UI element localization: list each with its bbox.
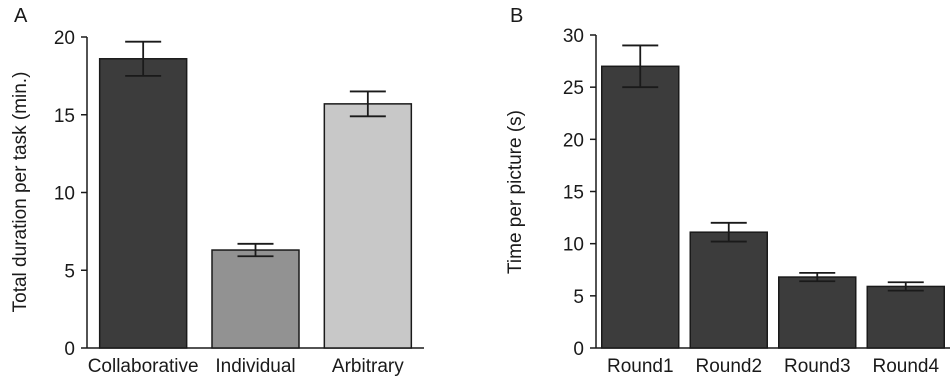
x-tick-label: Round2 <box>695 356 762 377</box>
y-tick-label: 30 <box>563 26 584 47</box>
panel-b: B Time per picture (s) 0 5 10 15 20 25 30 Round1 R… <box>505 5 950 377</box>
x-tick-label: Round3 <box>784 356 851 377</box>
x-tick-label: Collaborative <box>88 356 199 377</box>
y-axis-label: Total duration per task (min.) <box>10 72 31 313</box>
bar <box>211 249 300 349</box>
panel-a: A Total duration per task (min.) 0 5 10 15 20 C… <box>10 5 424 377</box>
y-tick-label: 25 <box>563 78 584 99</box>
panel-label: B <box>510 5 523 27</box>
y-tick-label: 5 <box>573 287 584 308</box>
panel-label: A <box>14 5 28 27</box>
y-tick-label: 15 <box>54 106 75 127</box>
y-tick-label: 0 <box>64 339 75 360</box>
bar <box>323 103 413 349</box>
bar <box>866 285 945 349</box>
y-axis-label: Time per picture (s) <box>505 110 526 274</box>
y-tick-label: 15 <box>563 183 584 204</box>
x-tick-label: Arbitrary <box>332 356 404 377</box>
bar <box>98 58 188 349</box>
x-tick-label: Round1 <box>607 356 674 377</box>
y-tick-label: 5 <box>64 261 75 282</box>
bar <box>601 65 680 349</box>
x-tick-label: Round4 <box>872 356 939 377</box>
y-tick-label: 10 <box>563 235 584 256</box>
y-tick-label: 0 <box>573 339 584 360</box>
y-tick-label: 20 <box>563 130 584 151</box>
y-tick-label: 10 <box>54 184 75 205</box>
bar <box>778 276 857 349</box>
x-tick-label: Individual <box>215 356 295 377</box>
bar <box>689 231 768 349</box>
y-tick-label: 20 <box>54 28 75 49</box>
